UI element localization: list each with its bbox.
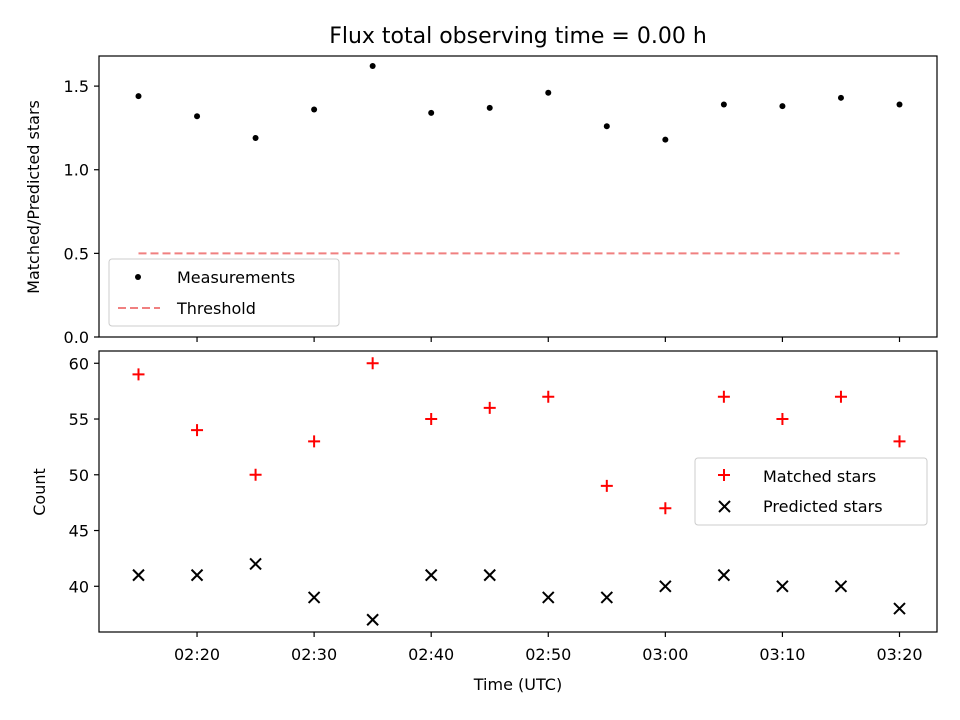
matched-star-point	[483, 401, 496, 414]
ratio-legend-box	[108, 258, 340, 327]
predicted-star-point	[893, 602, 906, 615]
matched-star-point	[834, 390, 847, 403]
count-x-ticks: 02:20 02:30 02:40 02:50 03:00 03:10 03:20	[174, 632, 923, 664]
chart-title: Flux total observing time = 0.00 h	[329, 24, 707, 49]
legend-measurements-label: Measurements	[177, 268, 295, 287]
measurement-point	[486, 104, 493, 111]
predicted-star-point	[190, 568, 204, 582]
ratio-y-tick-label: 1.0	[64, 161, 89, 180]
matched-star-point	[893, 435, 906, 448]
ratio-legend: Measurements Threshold	[108, 258, 340, 327]
count-legend: Matched stars Predicted stars	[694, 457, 928, 526]
matched-star-point	[366, 357, 379, 370]
measurement-point	[252, 134, 259, 141]
count-y-tick-label: 60	[69, 354, 89, 373]
count-x-tick-label: 03:10	[759, 645, 805, 664]
ratio-y-tick-label: 0.0	[64, 328, 89, 347]
measurement-point	[662, 136, 669, 143]
count-x-tick-label: 02:30	[291, 645, 337, 664]
count-y-tick-label: 45	[69, 522, 89, 541]
ratio-y-tick-label: 1.5	[64, 77, 89, 96]
predicted-star-point	[483, 568, 496, 582]
matched-star-point	[425, 413, 438, 426]
count-y-axis-label: Count	[30, 468, 49, 516]
legend-matched-label: Matched stars	[763, 467, 876, 486]
matched-star-point	[132, 368, 145, 381]
predicted-star-point	[424, 568, 438, 582]
measurement-point	[194, 113, 201, 120]
count-x-tick-label: 02:40	[408, 645, 454, 664]
predicted-star-point	[132, 568, 145, 582]
measurement-point	[603, 123, 610, 130]
matched-star-point	[308, 435, 321, 448]
matched-star-point	[249, 468, 262, 481]
count-y-tick-label: 55	[69, 410, 89, 429]
measurement-point	[369, 63, 376, 70]
predicted-star-point	[366, 613, 379, 626]
count-legend-box	[694, 457, 928, 526]
measurement-point	[545, 89, 552, 96]
count-y-tick-label: 40	[69, 577, 89, 596]
measurement-point	[720, 101, 727, 108]
matched-star-point	[659, 502, 672, 515]
count-series	[132, 357, 906, 626]
predicted-star-point	[542, 591, 555, 604]
count-x-tick-label: 02:20	[174, 645, 220, 664]
count-x-tick-label: 03:20	[876, 645, 922, 664]
predicted-star-point	[776, 580, 789, 593]
measurement-point	[428, 109, 435, 116]
count-y-tick-label: 50	[69, 466, 89, 485]
legend-threshold-label: Threshold	[176, 299, 256, 318]
ratio-plot-frame	[98, 55, 938, 338]
ratio-panel: 0.0 0.5 1.0 1.5 Matched/Predicted stars Mea…	[24, 55, 938, 347]
measurement-point	[837, 94, 844, 101]
count-panel: 40 45 50 55 60 02:20 02:30 02:40 02:50 03:00 03:1…	[30, 350, 938, 694]
count-y-ticks: 40 45 50 55 60	[69, 354, 99, 596]
count-x-tick-label: 03:00	[642, 645, 688, 664]
matched-star-point	[542, 390, 555, 403]
count-x-axis-label: Time (UTC)	[473, 675, 562, 694]
predicted-star-point	[600, 591, 614, 604]
ratio-series	[135, 63, 903, 255]
matched-star-point	[776, 413, 789, 426]
legend-measurements-marker	[135, 274, 141, 280]
legend-predicted-marker	[718, 500, 731, 513]
predicted-star-point	[249, 557, 262, 571]
measurement-point	[135, 93, 142, 100]
predicted-star-point	[307, 591, 321, 604]
ratio-y-ticks: 0.0 0.5 1.0 1.5	[64, 77, 99, 347]
ratio-x-ticks	[196, 337, 901, 342]
measurement-point	[311, 106, 318, 113]
matched-star-point	[600, 479, 613, 492]
predicted-star-point	[659, 580, 672, 593]
legend-predicted-label: Predicted stars	[763, 497, 883, 516]
ratio-y-axis-label: Matched/Predicted stars	[24, 100, 43, 294]
ratio-y-tick-label: 0.5	[64, 244, 89, 263]
predicted-star-point	[834, 580, 848, 593]
measurement-point	[779, 103, 786, 110]
legend-matched-marker	[718, 469, 730, 481]
measurement-point	[896, 101, 903, 108]
matched-star-point	[191, 424, 204, 437]
predicted-star-point	[717, 568, 731, 582]
count-plot-frame	[98, 350, 938, 633]
matched-star-point	[717, 390, 730, 403]
count-x-tick-label: 02:50	[525, 645, 571, 664]
